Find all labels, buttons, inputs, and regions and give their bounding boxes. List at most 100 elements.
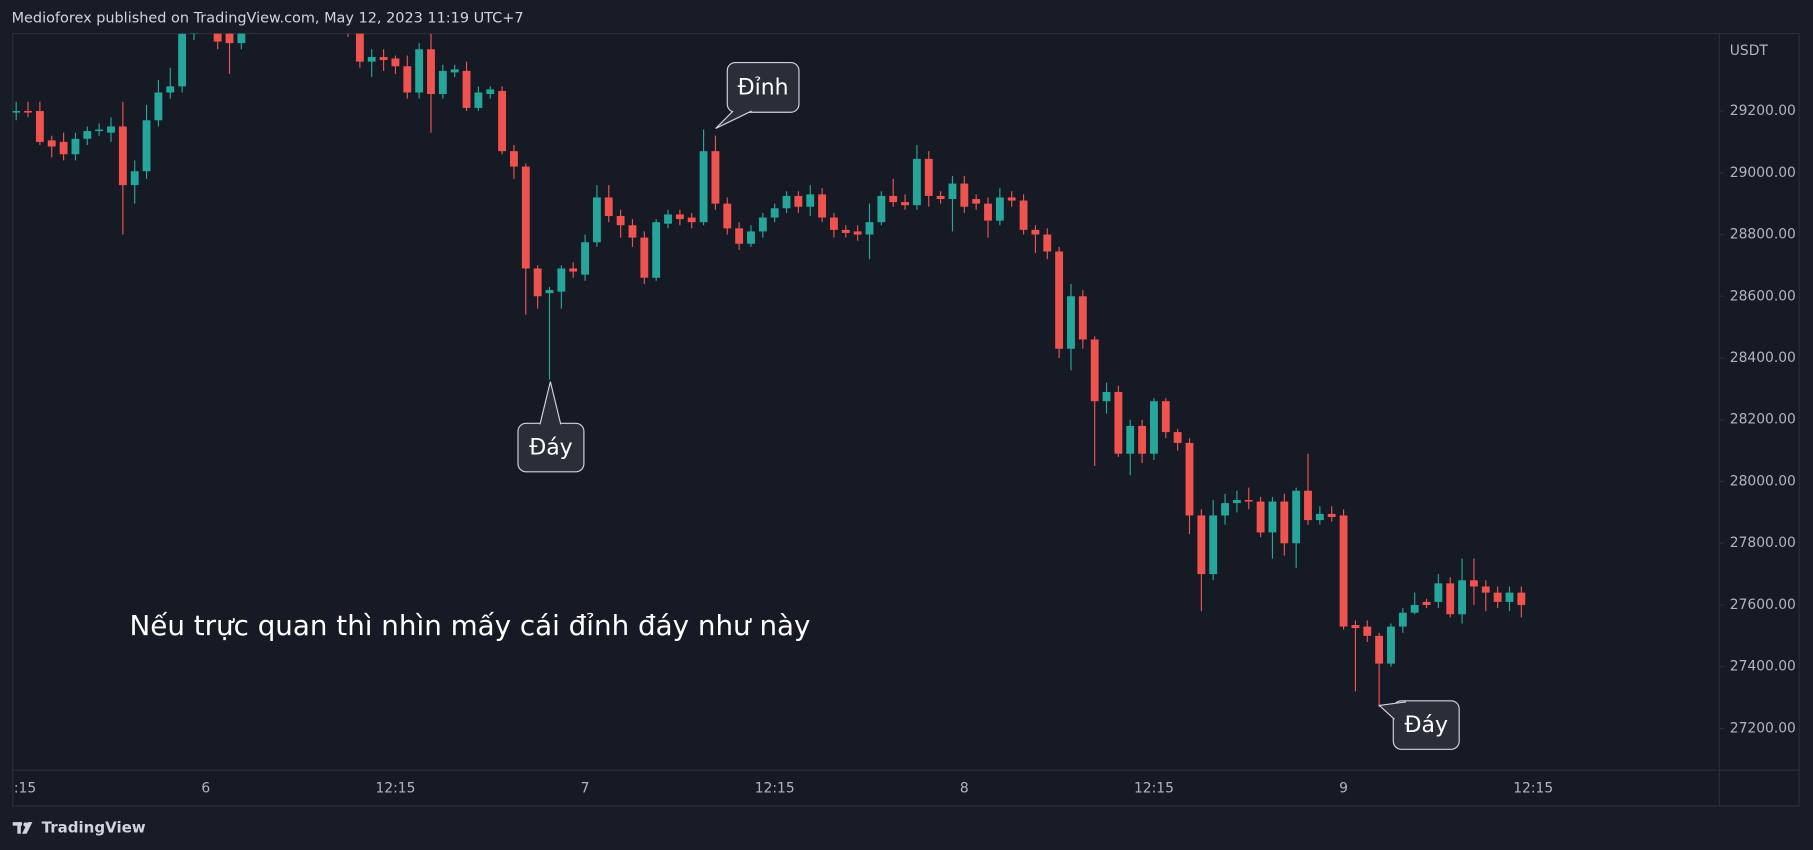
y-tick-label: 28600.00 bbox=[1730, 288, 1796, 304]
x-tick-label: 12:15 bbox=[375, 781, 415, 797]
candle-body bbox=[1339, 515, 1348, 627]
y-tick-label: 29000.00 bbox=[1730, 165, 1796, 181]
x-tick-label: 12:15 bbox=[1134, 781, 1174, 797]
candle-body bbox=[711, 151, 720, 204]
candle-body bbox=[995, 197, 1004, 221]
candle-body bbox=[438, 70, 447, 95]
candle-body bbox=[1351, 625, 1360, 629]
candle-body bbox=[1126, 425, 1135, 454]
candle-body bbox=[24, 111, 32, 113]
candle-body bbox=[865, 222, 874, 235]
candle-body bbox=[1410, 604, 1419, 613]
candle-body bbox=[521, 166, 530, 269]
candle-body bbox=[901, 202, 909, 206]
candle-body bbox=[1398, 612, 1407, 627]
candle-body bbox=[1078, 296, 1087, 340]
candle-body bbox=[723, 203, 732, 229]
candle-body bbox=[142, 120, 151, 172]
candle-body bbox=[1043, 234, 1052, 252]
candle-body bbox=[1469, 580, 1478, 587]
candle-body bbox=[924, 158, 933, 196]
candle-body bbox=[675, 214, 684, 220]
candle-body bbox=[1055, 251, 1064, 349]
candle-body bbox=[1304, 490, 1312, 521]
candle-body bbox=[379, 56, 388, 61]
candle-body bbox=[1422, 601, 1431, 605]
candle-body bbox=[912, 158, 921, 206]
candle-body bbox=[1446, 583, 1455, 615]
candle-body bbox=[1090, 339, 1099, 402]
publish-header: Medioforex published on TradingView.com,… bbox=[12, 11, 524, 27]
candle-body bbox=[747, 231, 755, 244]
candle-body bbox=[806, 194, 815, 207]
candle-body bbox=[533, 268, 542, 297]
candle-body bbox=[1031, 229, 1040, 235]
y-tick-label: 27800.00 bbox=[1730, 535, 1796, 551]
candle-body bbox=[1315, 513, 1324, 521]
candle-body bbox=[841, 229, 850, 233]
brand-name: TradingView bbox=[42, 818, 146, 836]
time-axis-labels: 12:15 6 12:15 7 12:15 8 12:15 9 12:15 bbox=[13, 781, 1553, 797]
candle-body bbox=[1102, 391, 1111, 402]
candle-body bbox=[1292, 490, 1301, 544]
candle-body bbox=[1150, 401, 1158, 454]
callout-box bbox=[1392, 700, 1460, 750]
candle-body bbox=[1007, 197, 1016, 201]
candle-body bbox=[1458, 580, 1467, 615]
candle-body bbox=[403, 66, 412, 93]
candle-body bbox=[628, 225, 637, 238]
candle-body bbox=[190, 33, 198, 34]
candle-body bbox=[557, 268, 566, 292]
candle-body bbox=[59, 141, 68, 155]
candle-body bbox=[213, 33, 222, 42]
y-tick-label: 28400.00 bbox=[1730, 350, 1796, 366]
candle-body bbox=[972, 199, 981, 204]
candle-body bbox=[1327, 513, 1336, 517]
y-tick-label: 28800.00 bbox=[1730, 227, 1796, 243]
x-tick-label: 12:15 bbox=[755, 781, 795, 797]
candle-body bbox=[616, 215, 625, 226]
candle-body bbox=[581, 242, 589, 275]
callout-label: Đỉnh bbox=[738, 76, 789, 101]
candle-body bbox=[1363, 626, 1372, 636]
candle-body bbox=[486, 89, 495, 95]
candle-body bbox=[652, 222, 661, 278]
callout-tail bbox=[1379, 701, 1406, 720]
x-tick-label: 9 bbox=[1339, 781, 1348, 797]
callout-tail-edge bbox=[1378, 701, 1407, 720]
callout-tail-edge bbox=[715, 110, 752, 129]
y-tick-label: 29200.00 bbox=[1730, 103, 1796, 119]
x-tick-label: 12:15 bbox=[1513, 781, 1553, 797]
candle-body bbox=[1067, 296, 1075, 349]
callout-tail-edge bbox=[539, 381, 562, 425]
candle-body bbox=[12, 111, 21, 113]
candle-body bbox=[71, 138, 80, 155]
candle-body bbox=[1161, 401, 1170, 433]
candle-body bbox=[1493, 592, 1502, 602]
candle-body bbox=[427, 49, 435, 95]
candle-body bbox=[604, 197, 613, 216]
tradingview-logo bbox=[12, 822, 33, 834]
candle-body bbox=[154, 92, 163, 121]
candle-body bbox=[95, 129, 104, 132]
candle-body bbox=[47, 140, 56, 147]
candle-body bbox=[830, 217, 838, 230]
candle-body bbox=[1517, 592, 1526, 605]
candle-body bbox=[1268, 501, 1277, 533]
candle-body bbox=[510, 151, 518, 167]
x-tick-label: 7 bbox=[581, 781, 590, 797]
callout-tail bbox=[539, 381, 561, 425]
candle-body bbox=[166, 86, 175, 93]
candle-body bbox=[794, 195, 803, 207]
candle-body bbox=[735, 228, 744, 244]
candle-body bbox=[1114, 391, 1123, 454]
currency-label: USDT bbox=[1730, 43, 1769, 59]
candle-body bbox=[1244, 500, 1253, 502]
callout-box bbox=[726, 61, 800, 113]
candle-body bbox=[130, 171, 139, 186]
candle-body bbox=[367, 56, 376, 62]
candle-body bbox=[984, 203, 992, 221]
callout-label: Đáy bbox=[1405, 713, 1448, 738]
candle-body bbox=[1481, 586, 1490, 593]
